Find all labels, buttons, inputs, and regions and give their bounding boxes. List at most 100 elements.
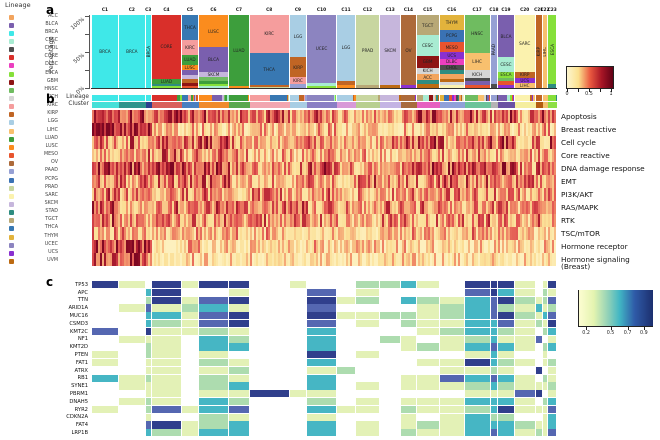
heatmap-cell: [439, 382, 464, 390]
heatmap-stripe: [198, 240, 200, 253]
heatmap-stripe: [192, 188, 194, 201]
heatmap-stripe: [396, 162, 398, 175]
heatmap-cell: [151, 398, 182, 406]
heatmap-stripe: [92, 110, 94, 123]
heatmap-stripe: [226, 214, 228, 227]
heatmap-stripe: [476, 214, 478, 227]
heatmap-stripe: [144, 188, 146, 201]
legend-item-lgg: LGG: [0, 119, 70, 127]
heatmap-stripe: [286, 162, 288, 175]
heatmap-stripe: [252, 240, 254, 253]
heatmap-stripe: [530, 175, 532, 188]
heatmap-stripe: [552, 136, 554, 149]
heatmap-stripe: [522, 201, 524, 214]
heatmap-stripe: [442, 175, 444, 188]
heatmap-stripe: [306, 227, 308, 240]
heatmap-stripe: [288, 123, 290, 136]
heatmap-stripe: [214, 136, 216, 149]
heatmap-stripe: [188, 227, 190, 240]
heatmap-stripe: [532, 214, 534, 227]
heatmap-stripe: [482, 253, 484, 266]
heatmap-stripe: [144, 110, 146, 123]
heatmap-stripe: [416, 240, 418, 253]
panel-c-label: c: [46, 275, 54, 289]
heatmap-stripe: [116, 136, 118, 149]
heatmap-stripe: [516, 201, 518, 214]
heatmap-stripe: [302, 162, 304, 175]
heatmap-stripe: [284, 149, 286, 162]
heatmap-stripe: [544, 201, 546, 214]
heatmap-stripe: [266, 123, 268, 136]
heatmap-stripe: [472, 149, 474, 162]
heatmap-stripe: [356, 188, 358, 201]
heatmap-stripe: [390, 201, 392, 214]
heatmap-stripe: [270, 253, 272, 266]
heatmap-stripe: [466, 162, 468, 175]
legend-item-label: UCS: [48, 249, 58, 255]
heatmap-stripe: [250, 136, 252, 149]
heatmap-stripe: [506, 162, 508, 175]
heatmap-stripe: [218, 253, 220, 266]
bar-segment-thca: THCA: [249, 52, 289, 86]
heatmap-stripe: [272, 136, 274, 149]
heatmap-stripe: [346, 149, 348, 162]
heatmap-cell: [307, 288, 336, 296]
heatmap-stripe: [276, 201, 278, 214]
heatmap-stripe: [218, 175, 220, 188]
heatmap-stripe: [546, 136, 548, 149]
heatmap-cell: [307, 421, 336, 429]
heatmap-stripe: [424, 201, 426, 214]
heatmap-stripe: [138, 136, 140, 149]
bar-c13: SKCM: [380, 15, 401, 88]
heatmap-stripe: [436, 240, 438, 253]
heatmap-stripe: [96, 253, 98, 266]
heatmap-stripe: [472, 214, 474, 227]
heatmap-stripe: [192, 201, 194, 214]
heatmap-stripe: [530, 123, 532, 136]
heatmap-stripe: [254, 162, 256, 175]
heatmap-stripe: [438, 201, 440, 214]
heatmap-stripe: [488, 227, 490, 240]
heatmap-cell: [514, 320, 535, 328]
heatmap-stripe: [278, 162, 280, 175]
heatmap-stripe: [332, 240, 334, 253]
cluster-strip-segment: [336, 101, 357, 108]
heatmap-stripe: [502, 201, 504, 214]
heatmap-cell: [439, 351, 464, 359]
heatmap-stripe: [528, 175, 530, 188]
bar-c10: UCEC: [307, 15, 336, 88]
heatmap-cell: [229, 382, 249, 390]
heatmap-stripe: [490, 110, 492, 123]
heatmap-stripe: [420, 253, 422, 266]
heatmap-stripe: [252, 110, 254, 123]
heatmap-stripe: [542, 110, 544, 123]
heatmap-stripe: [226, 136, 228, 149]
heatmap-stripe: [150, 253, 152, 266]
heatmap-cell: [289, 366, 307, 374]
heatmap-stripe: [522, 227, 524, 240]
heatmap-stripe: [298, 149, 300, 162]
heatmap-stripe: [316, 214, 318, 227]
heatmap-stripe: [222, 149, 224, 162]
heatmap-stripe: [442, 214, 444, 227]
heatmap-cell: [416, 304, 439, 312]
heatmap-stripe: [92, 162, 94, 175]
heatmap-stripe: [112, 188, 114, 201]
heatmap-stripe: [530, 240, 532, 253]
legend-swatch-esca: [9, 71, 14, 77]
heatmap-stripe: [324, 110, 326, 123]
heatmap-stripe: [242, 110, 244, 123]
heatmap-stripe: [250, 175, 252, 188]
heatmap-stripe: [448, 110, 450, 123]
heatmap-stripe: [348, 240, 350, 253]
heatmap-stripe: [540, 162, 542, 175]
heatmap-stripe: [376, 136, 378, 149]
heatmap-cell: [118, 382, 145, 390]
heatmap-stripe: [104, 175, 106, 188]
heatmap-stripe: [294, 253, 296, 266]
heatmap-stripe: [398, 214, 400, 227]
heatmap-stripe: [364, 175, 366, 188]
heatmap-stripe: [546, 240, 548, 253]
heatmap-stripe: [128, 188, 130, 201]
heatmap-stripe: [146, 136, 148, 149]
